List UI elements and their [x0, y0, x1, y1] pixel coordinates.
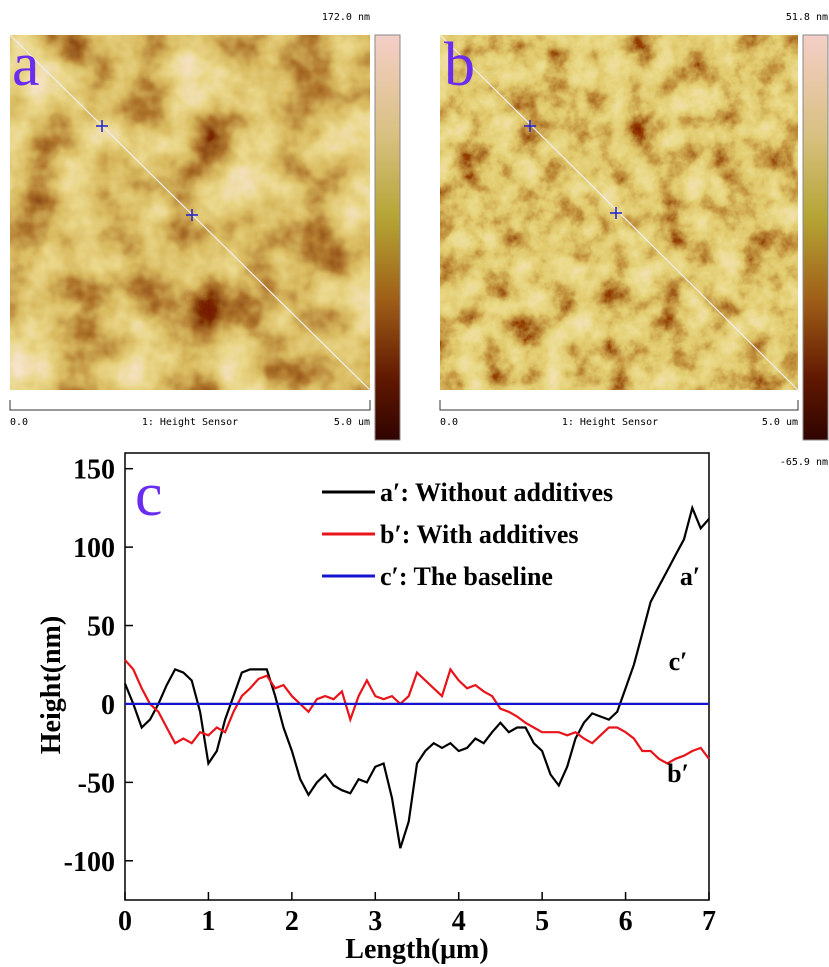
panel-label: c	[135, 461, 163, 529]
scale-max: 172.0 nm	[322, 12, 370, 23]
curve-annotation: b′	[667, 759, 689, 788]
curve-annotation: c′	[669, 647, 688, 676]
x-tick-label: 5	[535, 906, 549, 937]
legend-label: a′: Without additives	[380, 478, 613, 507]
y-tick-label: -50	[78, 768, 115, 799]
cursor-marks	[524, 120, 622, 219]
x-tick-label: 0	[118, 906, 132, 937]
legend-label: c′: The baseline	[380, 562, 553, 591]
afm-panel-a: a 172.0 nm 0.0 1: Height Sensor 5.0 um	[9, 12, 401, 441]
x-axis-label: Length(μm)	[345, 934, 488, 965]
panel-label: a	[12, 31, 40, 99]
y-tick-label: 150	[73, 455, 115, 486]
y-tick-label: 100	[73, 533, 115, 564]
scale-start: 0.0	[440, 417, 458, 428]
channel: 1: Height Sensor	[562, 417, 658, 428]
scale-bar	[439, 400, 799, 411]
y-tick-label: -100	[64, 847, 115, 878]
curve-annotation: a′	[680, 562, 700, 591]
legend-label: b′: With additives	[380, 520, 579, 549]
afm-panel-b: b 51.8 nm -65.9 nm 0.0 1: Height Sensor …	[439, 12, 829, 468]
scale-end: 5.0 um	[334, 417, 370, 428]
data-line	[123, 504, 710, 849]
scale-min: -65.9 nm	[780, 457, 828, 468]
scale-bar	[9, 400, 371, 411]
x-tick-label: 1	[201, 906, 215, 937]
channel: 1: Height Sensor	[142, 417, 238, 428]
y-axis-label: Height(nm)	[36, 616, 67, 754]
cursor-marks	[96, 120, 198, 221]
panel-label: b	[444, 31, 475, 99]
x-tick-label: 7	[702, 906, 716, 937]
y-tick-label: 50	[87, 612, 115, 643]
data-line	[124, 659, 710, 765]
colorbar	[374, 34, 401, 441]
y-tick-label: 0	[101, 690, 115, 721]
scale-start: 0.0	[10, 417, 28, 428]
plot-frame	[124, 452, 710, 901]
scale-max: 51.8 nm	[786, 12, 828, 23]
colorbar	[802, 34, 829, 441]
x-tick-label: 6	[619, 906, 633, 937]
x-tick-label: 3	[368, 906, 382, 937]
x-tick-label: 4	[452, 906, 466, 937]
scale-end: 5.0 um	[762, 417, 798, 428]
x-tick-label: 2	[285, 906, 299, 937]
profile-line	[9, 34, 371, 391]
